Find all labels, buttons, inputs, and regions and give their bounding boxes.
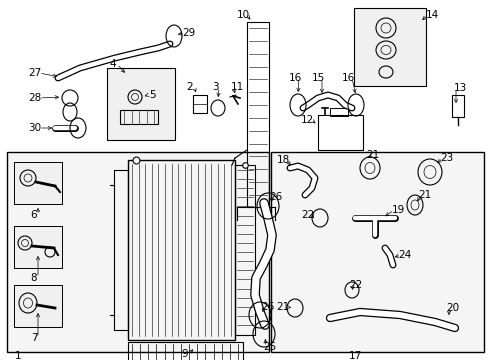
Text: 20: 20 <box>446 303 459 313</box>
Bar <box>7 152 268 352</box>
Text: 8: 8 <box>31 273 37 283</box>
Text: 30: 30 <box>28 123 41 133</box>
Text: 26: 26 <box>261 302 274 312</box>
Bar <box>114 170 128 330</box>
Bar <box>14 226 62 268</box>
Text: 22: 22 <box>348 280 362 290</box>
Text: 9: 9 <box>182 349 188 359</box>
Bar <box>353 8 425 86</box>
Text: 3: 3 <box>211 82 218 92</box>
Text: 11: 11 <box>230 82 243 92</box>
Text: 29: 29 <box>182 28 195 38</box>
Bar <box>14 285 62 327</box>
Text: 16: 16 <box>288 73 301 83</box>
Text: 22: 22 <box>301 210 314 220</box>
Text: 28: 28 <box>28 93 41 103</box>
Bar <box>193 95 206 113</box>
Text: 23: 23 <box>440 153 453 163</box>
Text: 12: 12 <box>300 115 313 125</box>
Text: 17: 17 <box>347 351 361 360</box>
Text: 15: 15 <box>311 73 324 83</box>
Bar <box>14 162 62 204</box>
Bar <box>246 22 268 207</box>
Text: 24: 24 <box>398 250 411 260</box>
Bar <box>120 110 158 124</box>
Text: 18: 18 <box>276 155 289 165</box>
Text: 19: 19 <box>390 205 404 215</box>
Bar <box>107 68 175 140</box>
Text: 14: 14 <box>425 10 438 20</box>
Bar <box>128 342 243 360</box>
Text: 6: 6 <box>31 210 37 220</box>
Text: 25: 25 <box>263 342 276 352</box>
Bar <box>235 165 254 335</box>
Text: 21: 21 <box>366 150 379 160</box>
Text: 27: 27 <box>28 68 41 78</box>
Text: 21: 21 <box>418 190 431 200</box>
Text: 21: 21 <box>276 302 289 312</box>
Bar <box>128 160 235 340</box>
Text: 1: 1 <box>15 351 21 360</box>
Text: 2: 2 <box>186 82 193 92</box>
Bar <box>451 95 463 117</box>
Bar <box>329 108 347 116</box>
Text: 10: 10 <box>236 10 249 20</box>
Bar <box>317 115 362 150</box>
Text: 4: 4 <box>109 59 116 69</box>
Text: 16: 16 <box>341 73 354 83</box>
Text: 26: 26 <box>269 192 282 202</box>
Bar <box>270 152 483 352</box>
Text: 5: 5 <box>148 90 155 100</box>
Text: 7: 7 <box>31 333 37 343</box>
Text: 13: 13 <box>452 83 466 93</box>
